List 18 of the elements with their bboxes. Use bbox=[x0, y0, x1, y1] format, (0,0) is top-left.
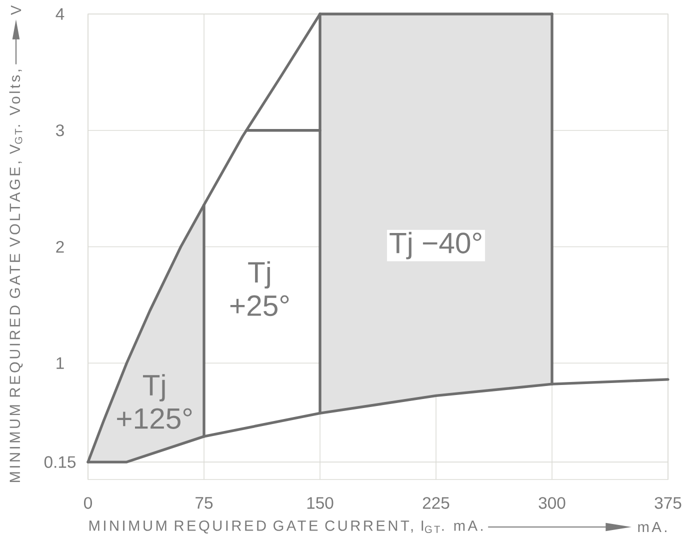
x-tick-label: 75 bbox=[196, 497, 213, 509]
y-tick-label: 2 bbox=[56, 240, 64, 253]
y-tick-label: 3 bbox=[56, 124, 64, 136]
y-tick-label: 0.15 bbox=[44, 456, 76, 468]
annotation: Tj +25° bbox=[230, 261, 289, 316]
text: mA. bbox=[638, 522, 666, 532]
x-axis-title: MINIMUM REQUIRED GATE CURRENT, I$_{GT}$. mA. bbox=[89, 520, 482, 534]
x-tick-label: 375 bbox=[654, 497, 682, 509]
annotation: Tj −40° bbox=[390, 232, 482, 260]
x-tick-label: 150 bbox=[307, 497, 334, 509]
annotation: Tj +125° bbox=[117, 374, 192, 429]
x-tick-label: 0 bbox=[84, 497, 92, 509]
text: V bbox=[10, 5, 22, 15]
x-tick-label: 300 bbox=[538, 497, 566, 509]
x-tick-label: 225 bbox=[422, 497, 450, 509]
y-axis-title: MINIMUM REQUIRED GATE VOLTAGE, V$_{GT}$. Volts, bbox=[9, 70, 23, 482]
y-tick-label: 1 bbox=[56, 357, 64, 369]
y-tick-label: 4 bbox=[56, 8, 64, 20]
